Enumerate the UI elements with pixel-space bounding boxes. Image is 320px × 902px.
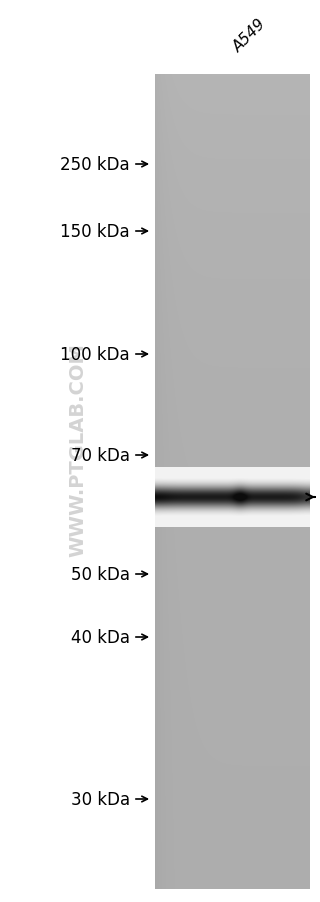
Text: 150 kDa: 150 kDa [60, 223, 130, 241]
Text: 250 kDa: 250 kDa [60, 156, 130, 174]
Text: 70 kDa: 70 kDa [71, 446, 130, 465]
Text: A549: A549 [230, 16, 268, 55]
Text: WWW.PTGLAB.COM: WWW.PTGLAB.COM [68, 343, 87, 557]
Text: 100 kDa: 100 kDa [60, 345, 130, 364]
Text: 30 kDa: 30 kDa [71, 790, 130, 808]
Text: 50 kDa: 50 kDa [71, 566, 130, 584]
Text: 40 kDa: 40 kDa [71, 629, 130, 647]
